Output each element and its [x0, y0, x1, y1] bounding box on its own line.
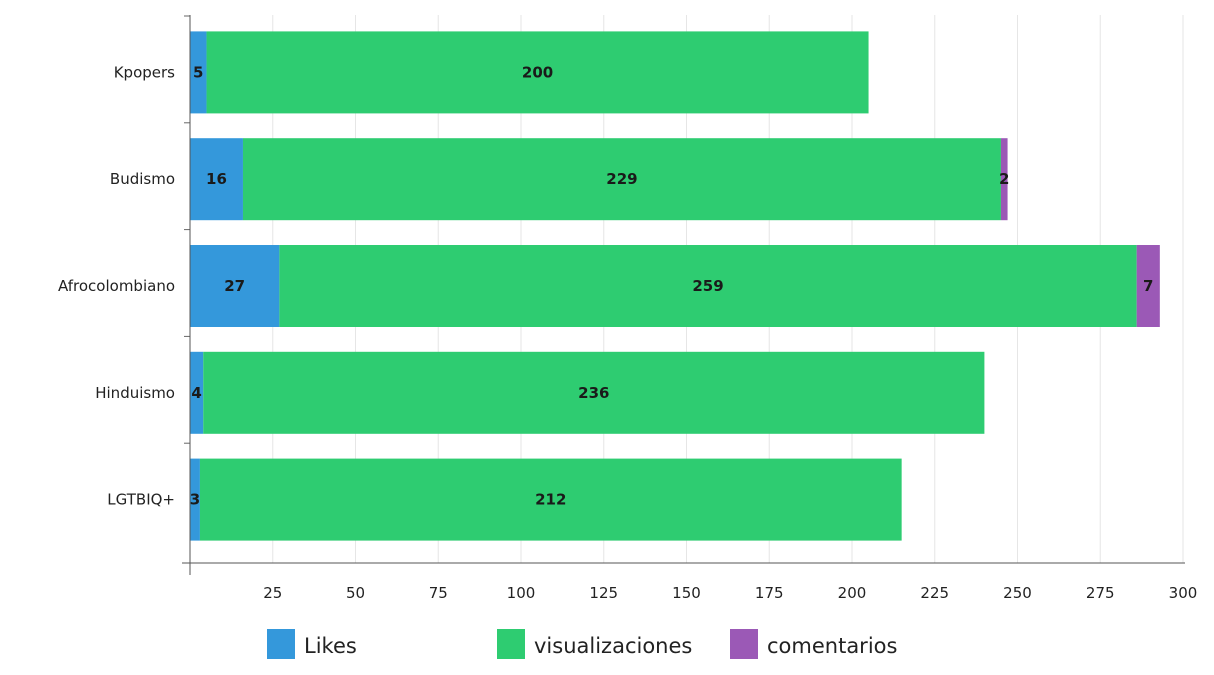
data-label: 4	[191, 384, 201, 402]
data-labels: 5 200 16 229 2 27 259 7 4 236 3 212	[190, 63, 1154, 508]
data-label: 200	[522, 63, 553, 81]
bar-visualizaciones-3	[203, 351, 985, 434]
data-label: 259	[692, 277, 723, 295]
bar-visualizaciones-1	[242, 138, 1001, 221]
bar-likes-3	[190, 351, 204, 434]
data-label: 7	[1143, 277, 1153, 295]
x-tick-label: 100	[507, 584, 536, 602]
data-label: 3	[190, 491, 200, 509]
data-label: 236	[578, 384, 609, 402]
x-tick-label: 50	[346, 584, 365, 602]
x-tick-label: 250	[1003, 584, 1032, 602]
legend-swatch-likes	[267, 629, 295, 659]
legend: Likes visualizaciones comentarios	[267, 629, 897, 659]
bar-visualizaciones-2	[279, 245, 1137, 327]
legend-swatch-visualizaciones	[497, 629, 525, 659]
bar-visualizaciones-0	[206, 31, 869, 114]
x-tick-label: 275	[1086, 584, 1115, 602]
legend-label-likes: Likes	[304, 634, 357, 658]
category-label: Kpopers	[114, 63, 175, 81]
data-label: 229	[606, 170, 637, 188]
data-label: 2	[999, 170, 1009, 188]
bar-likes-0	[190, 31, 207, 114]
category-label: LGTBIQ+	[107, 491, 175, 509]
data-label: 16	[206, 170, 227, 188]
category-label: Budismo	[110, 170, 175, 188]
x-tick-label: 200	[838, 584, 867, 602]
x-tick-label: 300	[1169, 584, 1198, 602]
bar-likes-1	[190, 138, 243, 221]
data-label: 212	[535, 491, 566, 509]
data-label: 5	[193, 63, 203, 81]
bars	[190, 31, 1160, 541]
x-tick-label: 150	[672, 584, 701, 602]
axes: Kpopers Budismo Afrocolombiano Hinduismo LGT…	[58, 15, 1197, 602]
bar-comentarios-1	[1000, 138, 1008, 221]
category-label: Hinduismo	[95, 384, 175, 402]
x-tick-label: 75	[429, 584, 448, 602]
bar-likes-4	[190, 458, 200, 541]
bar-visualizaciones-4	[199, 458, 902, 541]
bar-comentarios-2	[1136, 245, 1160, 327]
x-tick-label: 125	[589, 584, 618, 602]
category-label: Afrocolombiano	[58, 277, 175, 295]
data-label: 27	[224, 277, 245, 295]
legend-label-comentarios: comentarios	[767, 634, 897, 658]
legend-swatch-comentarios	[730, 629, 758, 659]
bar-likes-2	[190, 245, 280, 327]
legend-label-visualizaciones: visualizaciones	[534, 634, 692, 658]
x-tick-label: 25	[263, 584, 282, 602]
x-tick-label: 175	[755, 584, 784, 602]
x-tick-label: 225	[920, 584, 949, 602]
